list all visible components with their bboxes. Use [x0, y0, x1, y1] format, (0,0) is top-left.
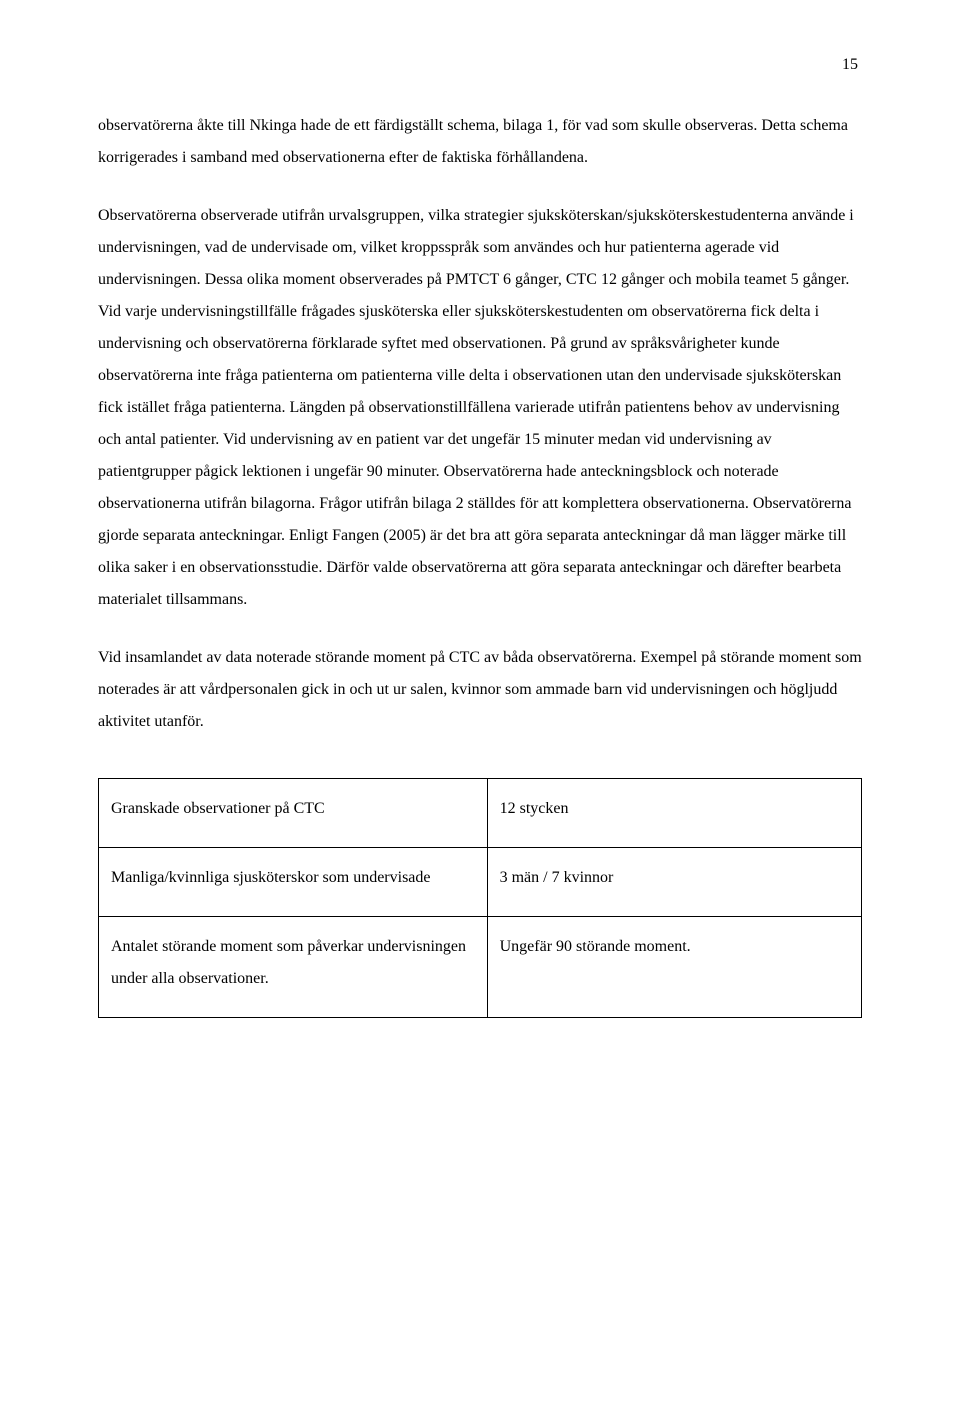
page-number: 15: [98, 56, 862, 74]
table-cell-label: Antalet störande moment som påverkar und…: [99, 917, 488, 1017]
table-cell-label: Manliga/kvinnliga sjusköterskor som unde…: [99, 848, 488, 916]
table-row: Manliga/kvinnliga sjusköterskor som unde…: [99, 848, 861, 917]
table-cell-value: 3 män / 7 kvinnor: [488, 848, 861, 916]
paragraph-2: Observatörerna observerade utifrån urval…: [98, 200, 862, 616]
table-row: Antalet störande moment som påverkar und…: [99, 917, 861, 1018]
table-row: Granskade observationer på CTC 12 stycke…: [99, 779, 861, 848]
paragraph-3: Vid insamlandet av data noterade störand…: [98, 642, 862, 738]
paragraph-1: observatörerna åkte till Nkinga hade de …: [98, 110, 862, 174]
table-cell-label: Granskade observationer på CTC: [99, 779, 488, 847]
table-cell-value: Ungefär 90 störande moment.: [488, 917, 861, 1017]
observations-table: Granskade observationer på CTC 12 stycke…: [98, 778, 862, 1018]
table-cell-value: 12 stycken: [488, 779, 861, 847]
